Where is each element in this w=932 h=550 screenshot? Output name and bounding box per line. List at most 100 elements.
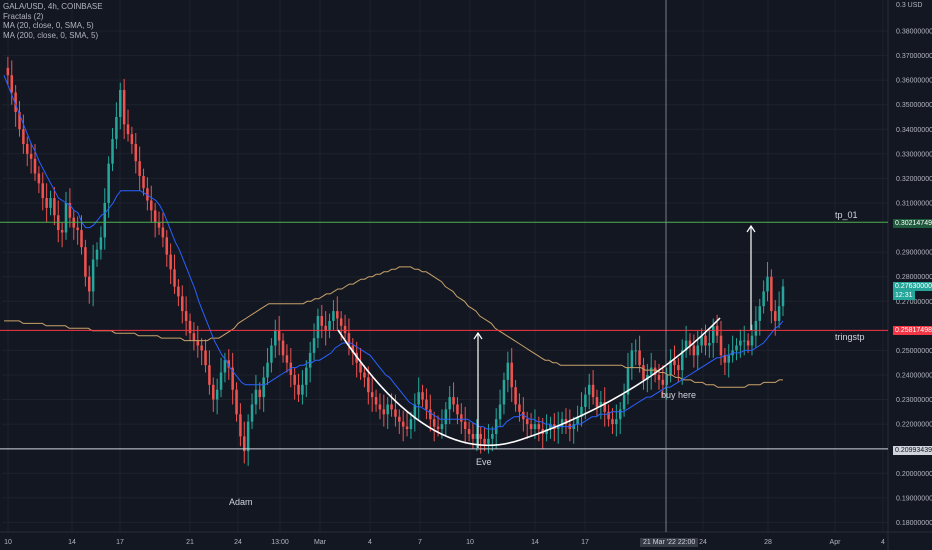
y-tick-label: 0.38000000 [896,29,932,36]
candle-body [638,350,641,366]
candle-body [440,424,444,430]
candle-body [510,362,513,388]
candle-body [587,384,591,395]
x-tick-label: 24 [234,539,242,546]
candle-body [370,392,374,398]
candle-body [246,421,250,452]
candle-body [111,139,114,164]
candle-body [463,421,467,430]
candle-body [545,429,548,434]
x-tick-label: 10 [466,539,474,546]
candle-body [429,409,432,420]
candle-body [448,397,451,410]
candle-body [161,227,165,238]
candle-body [661,379,665,385]
candle-body [285,355,289,363]
candle-body [467,429,471,434]
candle-body [754,320,758,336]
last-price-badge: 0.27630000 [893,282,932,291]
candle-body [122,89,126,125]
x-tick-label: 17 [581,539,589,546]
y-tick-label: 0.24000000 [896,372,932,379]
candle-body [723,355,727,363]
candle-body [599,402,603,407]
candle-body [518,404,521,412]
candle-body [68,202,72,218]
candle-body [700,335,703,346]
y-tick-label: 0.32000000 [896,176,932,183]
y-tick-label: 0.35000000 [896,102,932,109]
candle-body [401,421,405,427]
candle-body [336,311,339,319]
candle-body [130,134,134,145]
candle-body [781,286,785,307]
candle-body [215,389,219,400]
x-tick-label: 28 [764,539,772,546]
y-tick-label: 0.31000000 [896,200,932,207]
candle-body [595,397,599,407]
candle-body [584,394,587,407]
candle-body [452,397,455,405]
candles [6,56,785,466]
candle-body [657,374,661,380]
y-tick-label: 0.18000000 [896,520,932,527]
candle-body [549,424,552,430]
candle-body [425,399,428,410]
candle-body [138,161,141,176]
crosshair-time: 22:00 [677,539,696,546]
candle-body [390,404,393,410]
candle-body [374,397,378,405]
chart-legend: GALA/USD, 4h, COINBASE Fractals (2) MA (… [3,2,103,40]
legend-symbol[interactable]: GALA/USD, 4h, COINBASE [3,2,103,11]
candle-body [95,249,99,260]
candle-body [680,350,684,371]
candle-body [142,175,145,189]
legend-ma200[interactable]: MA (200, close, 0, SMA, 5) [3,30,99,40]
candle-body [560,419,564,427]
annotation-buy-here[interactable]: buy here [661,390,697,400]
legend-fractals[interactable]: Fractals (2) [3,11,44,21]
x-tick-label: 4 [368,539,372,546]
x-tick-label: 24 [699,539,707,546]
candle-body [417,392,420,405]
candle-body [184,311,188,321]
annotation-adam[interactable]: Adam [229,497,253,507]
candle-body [611,419,614,425]
candle-body [603,402,606,412]
candle-body [200,345,203,351]
grid-lines [2,0,888,532]
y-tick-label: 0.20000000 [896,471,932,478]
candle-body [88,276,91,292]
candle-body [14,92,17,113]
candle-body [297,384,300,395]
candle-body [630,350,634,368]
annotation-tringstp[interactable]: tringstp [835,332,865,342]
candle-body [677,365,680,371]
eve-arrow [473,331,483,448]
candle-body [84,247,87,277]
candle-body [665,374,668,385]
candle-body [316,316,320,339]
candle-body [29,153,33,159]
target-arrow [746,224,756,330]
x-tick-label: 14 [68,539,76,546]
candle-body [494,419,498,434]
candle-body [432,419,436,427]
candle-body [320,316,324,326]
currency-label[interactable]: 0.3 USD [896,2,923,9]
legend-ma20[interactable]: MA (20, close, 0, SMA, 5) [3,21,94,30]
candle-body [281,340,285,356]
annotation-tp[interactable]: tp_01 [835,210,858,220]
candle-body [173,269,176,287]
candle-body [576,416,579,425]
candle-body [622,394,626,410]
candle-body [405,426,409,430]
candle-body [107,163,110,203]
candle-body [456,404,459,415]
candle-body [727,355,731,363]
annotation-eve[interactable]: Eve [476,457,492,467]
candle-body [6,67,10,76]
candle-body [126,124,130,135]
candle-body [626,367,630,395]
